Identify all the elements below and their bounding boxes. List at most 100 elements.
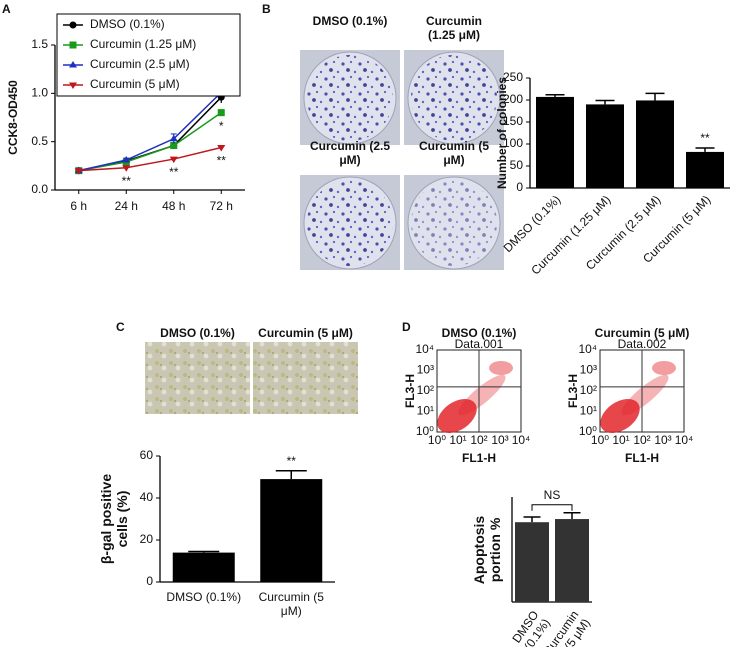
flow-title: Curcumin (5 μM) [594,326,690,340]
panel-label: D [402,320,411,334]
flow-title: DMSO (0.1%) [441,326,517,340]
bar [172,552,235,582]
x-tick-label: DMSO (0.1%) [166,590,242,604]
series-line [78,91,222,172]
annotation: ** [287,454,297,468]
y-tick-label: 0 [146,574,153,588]
legend-marker [69,61,77,68]
flow-tick-label: 10² [580,383,597,397]
legend-label: DMSO (0.1%) [90,17,165,31]
flow-file: Data.001 [455,337,504,351]
panel-label: A [2,2,11,16]
annotation: ** [700,131,710,145]
event-cloud [621,374,669,416]
annotation: ** [217,154,227,168]
legend-box [56,13,241,97]
y-tick-label: 0.5 [31,134,48,148]
bar [536,96,574,188]
y-tick-label: 200 [503,92,523,106]
flow-tick-label: 10⁰ [591,433,609,447]
flow-tick-label: 10⁴ [578,342,597,356]
flow-y-label: FL3-H [403,374,417,408]
colonies [411,180,497,266]
event-cloud [437,398,477,434]
x-tick-label: 72 h [210,199,233,213]
y-tick-label: 100 [503,136,523,150]
panel-label: C [116,320,125,334]
marker [170,142,178,150]
flow-tick-label: 10⁴ [675,433,694,447]
cell-photo [253,342,358,414]
flow-tick-label: 10³ [417,363,434,377]
marker [74,168,83,175]
flow-tick-label: 10² [633,433,650,447]
marker [217,144,226,152]
flow-tick-label: 10⁴ [512,433,531,447]
bar [555,519,589,602]
flow-x-label: FL1-H [625,451,659,465]
legend-label: Curcumin (2.5 μM) [90,57,190,71]
event-cloud [600,398,640,434]
bar [515,522,549,602]
flow-tick-label: 10² [417,383,434,397]
x-tick-label: Curcumin (5 μM) [258,590,324,618]
y-tick-label: 1.5 [31,37,48,51]
flow-file: Data.002 [618,337,667,351]
flow-tick-label: 10⁰ [579,424,597,438]
flow-tick-label: 10¹ [612,433,629,447]
comparison-bracket [531,504,573,511]
marker [122,156,131,163]
marker [169,156,178,164]
image-caption: Curcumin (5 μM) [258,326,353,340]
bar [260,479,323,582]
flow-tick-label: 10² [470,433,487,447]
y-tick-label: 250 [503,70,523,84]
y-tick-label: 0.0 [31,182,48,196]
cell-photo [145,342,250,414]
x-tick-label: 24 h [115,199,138,213]
y-axis-label: β-gal positive cells (%) [98,473,130,565]
y-tick-label: 40 [140,490,154,504]
flow-y-label: FL3-H [566,374,580,408]
event-cloud [458,374,506,416]
annotation: * [219,119,224,133]
image-caption: DMSO (0.1%) [312,14,388,28]
flow-tick-label: 10³ [491,433,508,447]
y-tick-label: 50 [510,158,524,172]
flow-x-label: FL1-H [462,451,496,465]
series-line [78,146,222,172]
y-tick-label: 1.0 [31,86,48,100]
y-axis-label: Apoptosis portion % [471,515,503,584]
y-tick-label: 20 [140,532,154,546]
event-cloud [652,361,676,375]
panel-label: B [262,2,271,16]
flow-tick-label: 10¹ [580,404,597,418]
flow-tick-label: 10⁴ [415,342,434,356]
y-axis-label: Number of colonies [495,77,509,189]
bar [586,104,624,188]
annotation: ** [169,165,179,179]
flow-tick-label: 10³ [580,363,597,377]
event-cloud [489,361,513,375]
colonies [411,55,497,141]
marker [122,165,131,172]
image-caption: Curcumin (1.25 μM) [425,14,482,42]
flow-tick-label: 10³ [654,433,671,447]
flow-tick-label: 10¹ [449,433,466,447]
bar [636,100,674,188]
image-caption: DMSO (0.1%) [160,326,235,340]
marker [169,134,178,142]
x-tick-label: 48 h [162,199,185,213]
series-line [78,96,222,172]
y-axis-label: CCK8-OD450 [6,80,20,155]
y-tick-label: 0 [516,180,523,194]
colonies [307,55,393,141]
flow-tick-label: 10¹ [417,404,434,418]
image-caption: Curcumin (5 μM) [418,139,489,167]
legend-label: Curcumin (1.25 μM) [90,37,196,51]
legend-marker [69,41,77,49]
series-line [78,112,222,172]
bar [686,151,724,188]
